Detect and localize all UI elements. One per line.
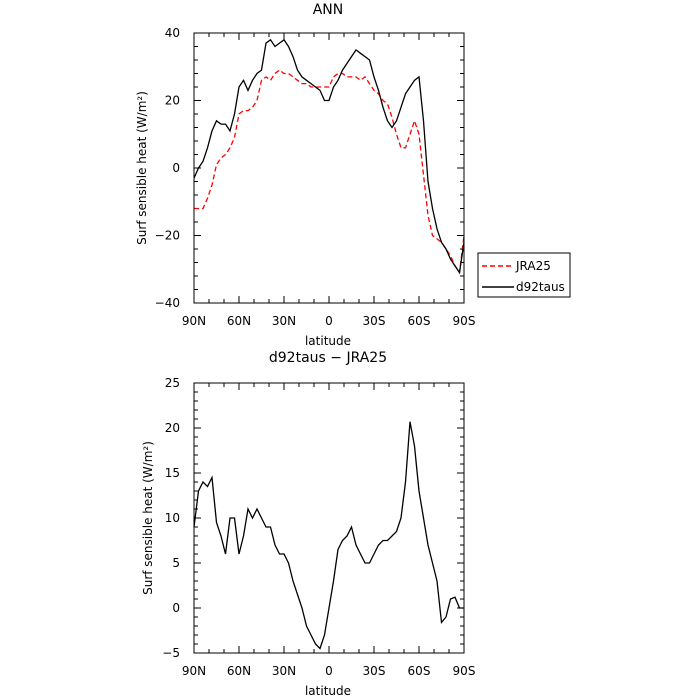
top-x-axis-label: latitude bbox=[305, 334, 351, 348]
y-tick-label: −20 bbox=[155, 229, 180, 243]
y-tick-label: −5 bbox=[162, 646, 180, 660]
x-tick-label: 0 bbox=[325, 314, 333, 328]
x-tick-label: 90N bbox=[182, 314, 206, 328]
bottom-x-axis-label: latitude bbox=[305, 684, 351, 698]
y-tick-label: 0 bbox=[172, 161, 180, 175]
x-tick-label: 60S bbox=[408, 664, 431, 678]
top-panel: ANN 90N 60N 30N 0 30S 60S 90S −40 −20 0 20 40 latit… bbox=[135, 2, 571, 348]
series-line-d92taus bbox=[193, 38, 465, 275]
legend-label-jra25: JRA25 bbox=[515, 259, 551, 273]
x-tick-label: 30N bbox=[272, 664, 296, 678]
x-tick-label: 30N bbox=[272, 314, 296, 328]
x-tick-label: 30S bbox=[363, 664, 386, 678]
bottom-plot-frame bbox=[193, 382, 465, 654]
y-tick-label: 5 bbox=[172, 556, 180, 570]
x-tick-label: 90N bbox=[182, 664, 206, 678]
bottom-panel: d92taus − JRA25 90N 60N 30N 0 30S 60S 90S −5 0 5 1… bbox=[141, 350, 475, 698]
top-panel-title: ANN bbox=[313, 2, 344, 18]
x-tick-label: 30S bbox=[363, 314, 386, 328]
legend-label-d92taus: d92taus bbox=[516, 280, 565, 294]
x-tick-label: 60N bbox=[227, 664, 251, 678]
y-tick-label: 0 bbox=[172, 601, 180, 615]
y-tick-label: −40 bbox=[155, 296, 180, 310]
bottom-panel-title: d92taus − JRA25 bbox=[269, 350, 387, 366]
top-plot-frame bbox=[193, 32, 465, 304]
y-tick-label: 40 bbox=[165, 26, 180, 40]
legend-box bbox=[477, 252, 571, 298]
legend: JRA25 d92taus bbox=[477, 252, 571, 298]
bottom-y-axis-label: Surf sensible heat (W/m²) bbox=[141, 441, 155, 595]
x-tick-label: 0 bbox=[325, 664, 333, 678]
y-tick-label: 20 bbox=[165, 94, 180, 108]
series-line-difference bbox=[193, 421, 464, 650]
x-tick-label: 60N bbox=[227, 314, 251, 328]
y-tick-label: 15 bbox=[165, 466, 180, 480]
x-tick-label: 90S bbox=[453, 314, 476, 328]
y-tick-label: 20 bbox=[165, 421, 180, 435]
y-tick-label: 10 bbox=[165, 511, 180, 525]
series-line-jra25 bbox=[194, 69, 465, 275]
x-tick-label: 90S bbox=[453, 664, 476, 678]
top-y-axis-label: Surf sensible heat (W/m²) bbox=[135, 91, 149, 245]
x-tick-label: 60S bbox=[408, 314, 431, 328]
y-tick-label: 25 bbox=[165, 376, 180, 390]
